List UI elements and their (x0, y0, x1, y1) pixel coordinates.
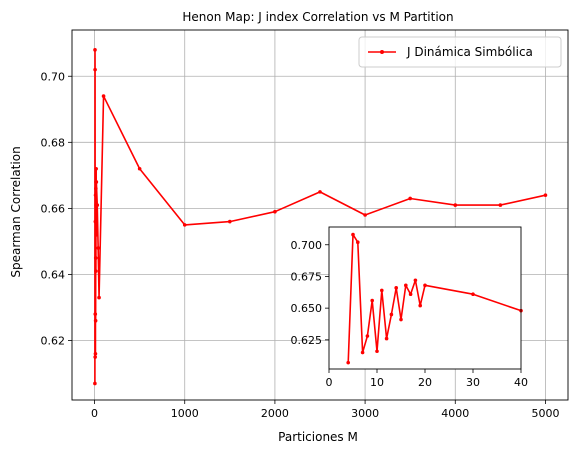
data-point (94, 180, 99, 184)
data-point (96, 246, 100, 250)
x-tick-label: 2000 (261, 407, 289, 420)
inset-data-point (423, 283, 427, 288)
data-point (363, 213, 367, 217)
inset-y-tick-label: 0.650 (291, 302, 323, 315)
x-tick-label: 3000 (351, 407, 379, 420)
inset-data-point (384, 336, 389, 341)
inset-x-tick-label: 20 (418, 376, 432, 389)
inset-y-tick-label: 0.675 (291, 270, 323, 283)
x-tick-label: 5000 (531, 407, 559, 420)
y-tick-label: 0.68 (41, 136, 66, 149)
data-point (94, 269, 98, 273)
data-point (94, 233, 99, 237)
data-point (93, 193, 98, 197)
data-point (93, 355, 97, 359)
data-point (93, 312, 98, 316)
inset-ticks: 0 10 20 30 40 0.625 0.650 0.675 0.700 (291, 239, 529, 389)
data-point (93, 219, 98, 224)
inset-data-point (413, 278, 418, 283)
x-tick-label: 1000 (171, 407, 199, 420)
inset-data-point (394, 286, 399, 290)
data-point (318, 190, 322, 194)
legend-box (358, 36, 562, 68)
data-point (93, 318, 98, 323)
inset-data-point (370, 298, 375, 303)
inset-data-point (399, 317, 403, 322)
data-point (228, 219, 232, 224)
legend: J Dinámica Simbólica (358, 36, 562, 68)
data-point (93, 256, 98, 260)
inset-data-point (375, 349, 379, 354)
legend-marker-icon (380, 50, 384, 54)
inset-data-point (380, 288, 384, 293)
x-axis-label: Particiones M (278, 430, 358, 444)
data-point (101, 94, 106, 98)
y-tick-label: 0.70 (41, 70, 66, 83)
data-point (498, 203, 503, 207)
data-point (273, 209, 277, 214)
inset-data-point (365, 334, 370, 338)
inset-data-point (404, 283, 408, 288)
data-point (97, 295, 101, 300)
data-point (543, 193, 548, 197)
y-tick-label: 0.66 (41, 202, 66, 215)
main-axes-frame (71, 29, 569, 401)
data-point (408, 196, 412, 201)
inset-data-point (346, 360, 351, 365)
main-plot (93, 48, 548, 386)
y-tick-label: 0.62 (41, 335, 66, 348)
inset-plot (346, 232, 523, 365)
inset-data-point (360, 350, 365, 355)
data-point (93, 67, 97, 72)
inset-x-tick-label: 40 (514, 376, 528, 389)
data-point (93, 351, 98, 356)
y-axis-label: Spearman Correlation (9, 146, 23, 277)
chart-title: Henon Map: J index Correlation vs M Part… (182, 10, 453, 24)
inset-data-point (408, 292, 413, 296)
inset-data-point (356, 240, 360, 245)
data-point (182, 223, 187, 227)
inset-x-tick-label: 30 (466, 376, 480, 389)
inset-data-point (471, 292, 475, 296)
inset-y-tick-label: 0.625 (291, 334, 323, 347)
data-point (94, 166, 98, 171)
inset-chart: 0 10 20 30 40 0.625 0.650 0.675 0.700 (291, 226, 529, 389)
data-point (93, 381, 97, 386)
y-tick-label: 0.64 (41, 268, 66, 281)
inset-y-tick-label: 0.700 (291, 239, 323, 252)
inset-data-point (351, 232, 355, 237)
inset-x-tick-label: 0 (326, 376, 333, 389)
inset-data-point (389, 312, 394, 317)
data-point (453, 203, 458, 207)
data-point (95, 203, 100, 207)
x-tick-label: 4000 (441, 407, 469, 420)
x-tick-label: 0 (91, 407, 98, 420)
inset-x-tick-label: 10 (370, 376, 384, 389)
data-point (93, 48, 97, 52)
main-ticks: 0 1000 2000 3000 4000 5000 0.62 0.64 0.66 0.68 0.7… (41, 70, 560, 420)
legend-label: J Dinámica Simbólica (406, 45, 533, 59)
inset-data-point (418, 303, 423, 308)
data-point (94, 186, 98, 191)
data-point (137, 166, 142, 171)
main-grid (72, 30, 568, 400)
